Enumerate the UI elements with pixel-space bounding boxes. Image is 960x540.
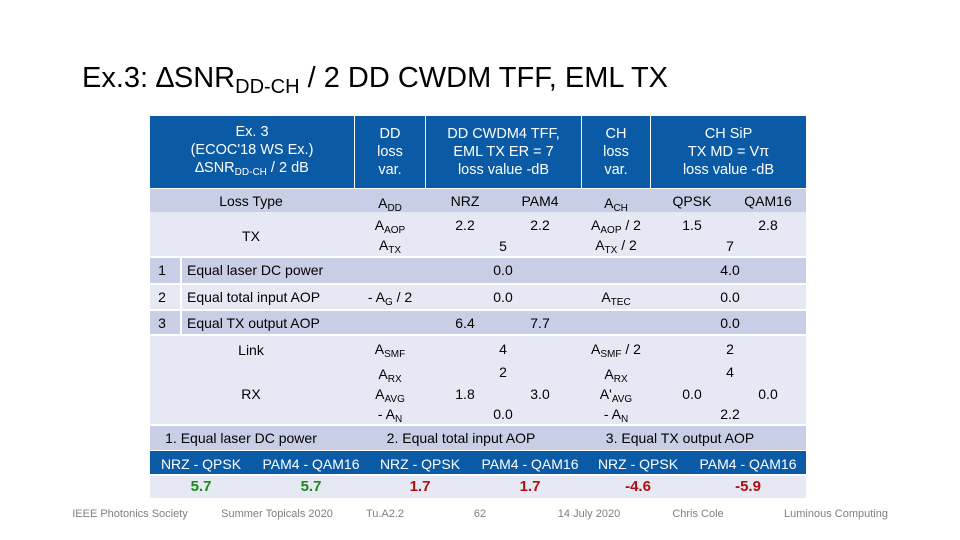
n-dd-value: 0.0: [493, 406, 513, 422]
tx-dd-value: 5: [499, 238, 507, 254]
divider: [150, 283, 806, 285]
row-2-ch-value: 0.0: [720, 289, 740, 305]
page-title: Ex.3: ∆SNRDD-CH / 2 DD CWDM TFF, EML TX: [82, 62, 668, 98]
link-ch-value: 2: [726, 341, 734, 357]
qpsk-label: QPSK: [672, 193, 712, 209]
result-1: 5.7: [190, 478, 212, 495]
row-3-pam4-value: 7.7: [530, 315, 550, 331]
aop-qam16-value: 2.8: [758, 217, 778, 233]
a-tx-half-label: ATX / 2: [595, 237, 637, 256]
link-label: Link: [238, 342, 264, 358]
row-3-number: 3: [158, 315, 166, 331]
case-2-label: 2. Equal total input AOP: [386, 430, 536, 446]
a-avg-dd-label: AAVG: [375, 386, 405, 405]
modulation-6: PAM4 - QAM16: [699, 456, 797, 472]
pam4-label: PAM4: [521, 193, 559, 209]
row-1-label: Equal laser DC power: [187, 262, 324, 278]
row-2-number: 2: [158, 289, 166, 305]
result-3: 1.7: [409, 478, 431, 495]
a-smf-half-label: ASMF / 2: [591, 341, 641, 360]
footer-date: 14 July 2020: [557, 508, 621, 520]
row-bg-2: [150, 284, 806, 310]
row-3-label: Equal TX output AOP: [187, 315, 320, 331]
row-bg-results: [150, 476, 806, 498]
result-4: 1.7: [519, 478, 541, 495]
row-bg-tx: [150, 212, 806, 257]
header-cell-dd-loss-value: DD CWDM4 TFF, EML TX ER = 7 loss value -dB: [426, 116, 581, 188]
row-3-nrz-value: 6.4: [455, 315, 475, 331]
a-aop-half-label: AAOP / 2: [591, 217, 641, 236]
case-3-label: 3. Equal TX output AOP: [605, 430, 755, 446]
a-smf-dd-label: ASMF: [374, 341, 406, 360]
minus-ag-label: - AG / 2: [367, 289, 413, 308]
aop-qpsk-value: 1.5: [682, 217, 702, 233]
modulation-5: NRZ - QPSK: [597, 456, 679, 472]
modulation-2: PAM4 - QAM16: [262, 456, 360, 472]
tx-label: TX: [242, 228, 260, 244]
row-bg-modulations: [150, 451, 806, 476]
result-5: -4.6: [625, 478, 651, 495]
avg-qam16-value: 0.0: [758, 386, 778, 402]
row-bg-link-rx: [150, 335, 806, 425]
header-cell-ch-loss-value: CH SiP TX MD = Vπ loss value -dB: [651, 116, 806, 188]
minus-an-ch-label: - AN: [603, 406, 629, 425]
footer-event: Summer Topicals 2020: [221, 508, 333, 520]
row-bg-cases: [150, 425, 806, 450]
row-1-number: 1: [158, 262, 166, 278]
avg-nrz-value: 1.8: [455, 386, 475, 402]
row-2-label: Equal total input AOP: [187, 289, 321, 305]
n-ch-value: 2.2: [720, 406, 740, 422]
a-tec-label: ATEC: [601, 289, 631, 308]
footer-affiliation: Luminous Computing: [784, 508, 888, 520]
rx-label: RX: [241, 386, 261, 402]
a-dd-label: ADD: [378, 195, 402, 214]
rx-dd-value: 2: [499, 364, 507, 380]
aop-nrz-value: 2.2: [455, 217, 475, 233]
header-cell-example: Ex. 3 (ECOC'18 WS Ex.) ∆SNRDD-CH / 2 dB: [150, 116, 354, 188]
a-ch-label: ACH: [604, 195, 628, 214]
divider: [150, 424, 806, 426]
qam16-label: QAM16: [744, 193, 792, 209]
a-prime-avg-label: A'AVG: [599, 386, 633, 405]
result-6: -5.9: [735, 478, 761, 495]
link-dd-value: 4: [499, 341, 507, 357]
minus-an-dd-label: - AN: [377, 406, 403, 425]
footer-author: Chris Cole: [672, 508, 724, 520]
modulation-3: NRZ - QPSK: [379, 456, 461, 472]
nrz-label: NRZ: [450, 193, 480, 209]
row-3-ch-value: 0.0: [720, 315, 740, 331]
row-bg-3: [150, 310, 806, 335]
header-cell-ch-loss-var: CH loss var.: [582, 116, 650, 188]
modulation-4: PAM4 - QAM16: [481, 456, 579, 472]
tx-ch-value: 7: [726, 238, 734, 254]
row-2-dd-value: 0.0: [493, 289, 513, 305]
divider: [150, 256, 806, 258]
rx-ch-value: 4: [726, 364, 734, 380]
footer-session: Tu.A2.2: [365, 508, 405, 520]
divider: [180, 257, 182, 335]
row-1-ch-value: 4.0: [720, 262, 740, 278]
divider: [150, 334, 806, 336]
header-cell-dd-loss-var: DD loss var.: [355, 116, 425, 188]
footer-page-number: 62: [473, 508, 487, 520]
a-tx-label: ATX: [378, 237, 402, 256]
a-rx-dd-label: ARX: [378, 366, 402, 385]
row-bg-1: [150, 257, 806, 284]
avg-qpsk-value: 0.0: [682, 386, 702, 402]
row-bg-loss-type: [150, 189, 806, 212]
divider: [150, 474, 806, 476]
modulation-1: NRZ - QPSK: [160, 456, 242, 472]
footer-society: IEEE Photonics Society: [72, 508, 188, 520]
case-1-label: 1. Equal laser DC power: [165, 430, 317, 446]
loss-type-label: Loss Type: [219, 193, 283, 209]
aop-pam4-value: 2.2: [530, 217, 550, 233]
a-aop-label: AAOP: [374, 217, 406, 236]
row-1-dd-value: 0.0: [493, 262, 513, 278]
avg-pam4-value: 3.0: [530, 386, 550, 402]
divider: [150, 309, 806, 311]
a-rx-ch-label: ARX: [604, 366, 628, 385]
result-2: 5.7: [300, 478, 322, 495]
